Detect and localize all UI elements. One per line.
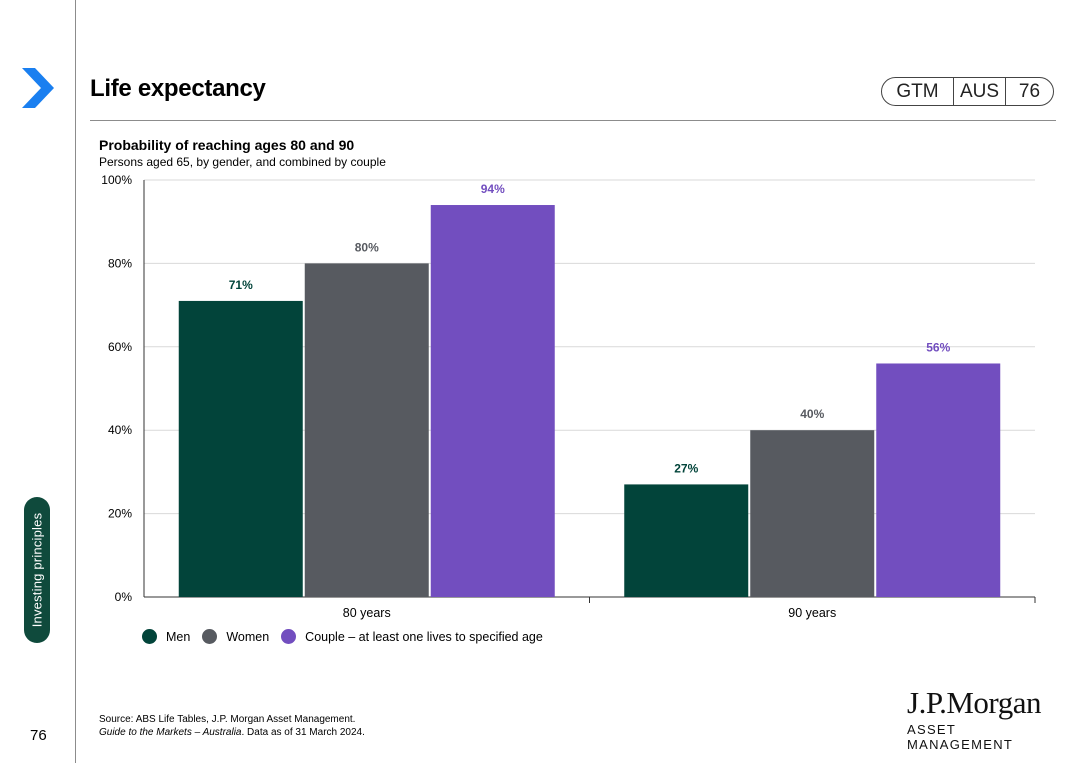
data-label-couple-1: 94% (481, 182, 505, 196)
page-number: 76 (30, 727, 47, 744)
data-date-line: Guide to the Markets – Australia. Data a… (99, 726, 365, 739)
legend-swatch-women (202, 629, 218, 644)
legend-swatch-men (142, 629, 157, 644)
y-tick-label: 20% (108, 507, 132, 521)
page-title: Life expectancy (90, 75, 266, 102)
chart-legend: Men Women Couple – at least one lives to… (142, 629, 555, 644)
gtm-badge-part2: AUS (954, 78, 1006, 105)
bar-men-2 (624, 484, 749, 597)
data-label-couple-2: 56% (926, 340, 950, 354)
chevron-right-icon (22, 68, 54, 108)
bar-men-1 (178, 300, 303, 597)
legend-label-couple: Couple – at least one lives to specified… (305, 629, 543, 644)
bar-couple-1 (430, 205, 555, 597)
source-line: Source: ABS Life Tables, J.P. Morgan Ass… (99, 714, 356, 725)
data-date: . Data as of 31 March 2024. (241, 727, 365, 738)
gtm-badge-part3: 76 (1018, 80, 1041, 102)
x-category-label: 80 years (343, 606, 391, 620)
bar-couple-2 (876, 363, 1001, 597)
y-tick-label: 40% (108, 423, 132, 437)
legend-item-women: Women (202, 629, 269, 644)
chart-subtitle: Persons aged 65, by gender, and combined… (99, 155, 386, 169)
brand-name: J.P.Morgan (907, 685, 1041, 720)
data-label-women-2: 40% (800, 407, 824, 421)
data-label-women-1: 80% (355, 240, 379, 254)
title-divider (90, 120, 1056, 121)
legend-swatch-couple (281, 629, 297, 644)
bar-women-1 (304, 263, 429, 597)
guide-title: Guide to the Markets – Australia (99, 727, 242, 738)
legend-item-couple: Couple – at least one lives to specified… (281, 629, 543, 644)
bar-women-2 (750, 430, 875, 597)
gtm-badge: GTM AUS 76 (881, 77, 1054, 106)
section-tab[interactable]: Investing principles (24, 497, 50, 643)
y-tick-label: 60% (108, 340, 132, 354)
legend-label-men: Men (166, 629, 191, 644)
source-note: Source: ABS Life Tables, J.P. Morgan Ass… (99, 713, 365, 739)
legend-label-women: Women (226, 629, 270, 644)
sidebar-divider (75, 0, 76, 763)
data-label-men-2: 27% (674, 461, 698, 475)
y-tick-label: 100% (101, 173, 132, 187)
chart-title: Probability of reaching ages 80 and 90 (99, 137, 355, 153)
legend-item-men: Men (142, 629, 190, 644)
x-category-label: 90 years (788, 606, 836, 620)
brand-subtitle: ASSET MANAGEMENT (907, 722, 1014, 752)
gtm-badge-part1: GTM (882, 78, 954, 105)
y-tick-label: 0% (115, 590, 133, 604)
data-label-men-1: 71% (229, 278, 253, 292)
y-tick-label: 80% (108, 256, 132, 270)
jpmorgan-logo: J.P.Morgan ASSET MANAGEMENT (907, 685, 1057, 753)
